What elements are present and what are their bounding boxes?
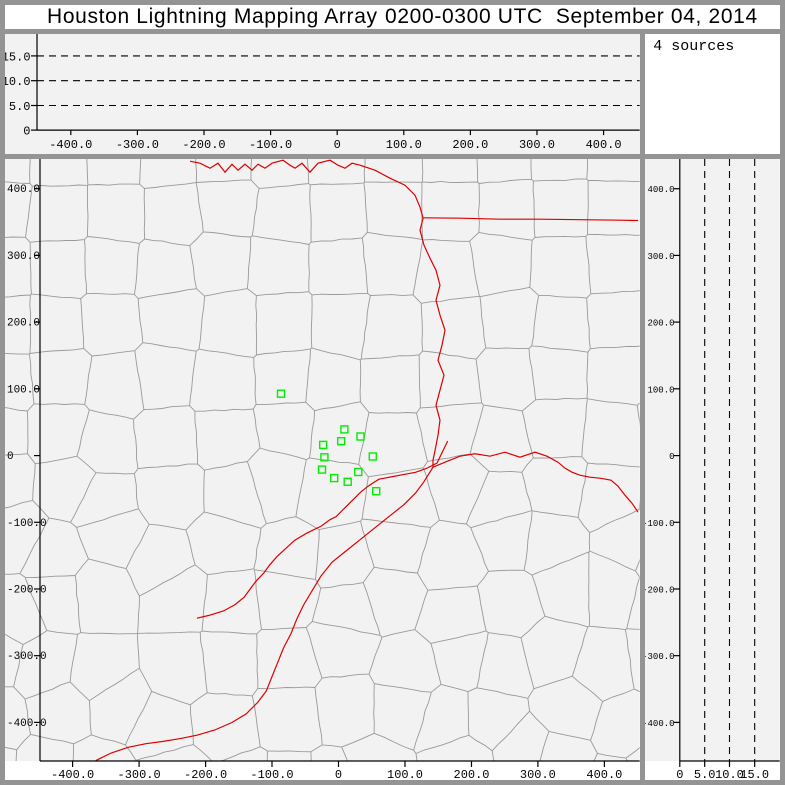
svg-text:100.0: 100.0 [386,138,422,152]
svg-text:200.0: 200.0 [452,138,488,152]
svg-text:200.0: 200.0 [454,768,490,780]
svg-text:-400.0: -400.0 [7,718,47,730]
svg-text:-100.0: -100.0 [249,138,292,152]
svg-text:-200.0: -200.0 [182,138,225,152]
svg-text:100.0: 100.0 [7,384,40,396]
svg-text:0: 0 [334,138,341,152]
svg-text:0: 0 [7,451,14,463]
svg-text:-200.0: -200.0 [7,584,47,596]
svg-text:-200.0: -200.0 [184,768,227,780]
svg-text:-300.0: -300.0 [7,651,47,663]
svg-text:15.0: 15.0 [5,50,31,64]
svg-text:400.0: 400.0 [586,768,622,780]
svg-text:0: 0 [335,768,342,780]
svg-text:300.0: 300.0 [520,768,556,780]
svg-text:400.0: 400.0 [7,184,40,196]
svg-text:400.0: 400.0 [586,138,622,152]
svg-text:300.0: 300.0 [519,138,555,152]
svg-text:0: 0 [676,768,683,780]
svg-text:-100.0: -100.0 [645,519,674,529]
svg-text:200.0: 200.0 [7,317,40,329]
svg-text:10.0: 10.0 [5,75,31,89]
svg-text:-400.0: -400.0 [49,138,92,152]
svg-text:100.0: 100.0 [648,385,675,395]
svg-text:15.0: 15.0 [741,768,770,780]
svg-text:300.0: 300.0 [648,252,675,262]
svg-text:-300.0: -300.0 [116,138,159,152]
svg-text:300.0: 300.0 [7,251,40,263]
svg-text:-400.0: -400.0 [645,719,674,729]
svg-text:-400.0: -400.0 [51,768,94,780]
svg-text:-300.0: -300.0 [645,652,674,662]
svg-text:400.0: 400.0 [648,185,675,195]
svg-text:-100.0: -100.0 [7,518,47,530]
svg-text:0: 0 [23,124,30,138]
svg-text:-300.0: -300.0 [118,768,161,780]
svg-text:200.0: 200.0 [648,318,675,328]
svg-text:-200.0: -200.0 [645,585,674,595]
svg-text:5.0: 5.0 [9,100,31,114]
svg-text:0: 0 [669,452,674,462]
svg-text:-100.0: -100.0 [250,768,293,780]
svg-text:5.0: 5.0 [694,768,716,780]
svg-text:100.0: 100.0 [387,768,423,780]
